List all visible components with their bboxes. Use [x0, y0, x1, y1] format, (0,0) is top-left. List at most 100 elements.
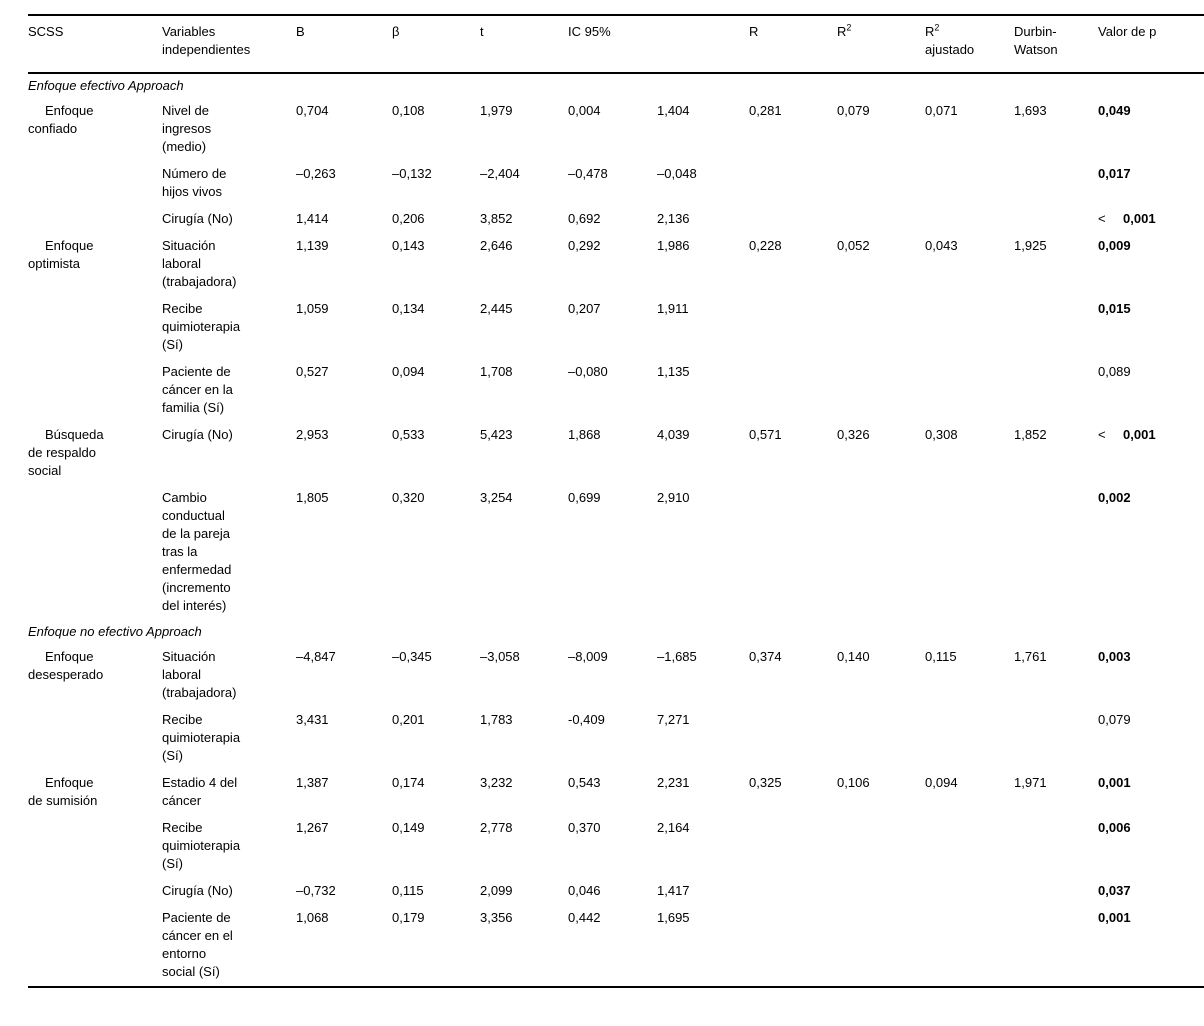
cell-variable: Paciente de cáncer en el entorno social …: [162, 910, 233, 979]
cell-r2: 0,326: [837, 427, 870, 442]
cell-r2a: [925, 485, 1014, 620]
cell-t: 1,783: [480, 712, 513, 727]
cell-t: 5,423: [480, 427, 513, 442]
cell-ic_high: 2,164: [657, 820, 690, 835]
cell-p: <0,001: [1098, 422, 1204, 485]
p-value: 0,006: [1098, 820, 1131, 835]
cell-variable: Recibe quimioterapia (Sí): [162, 820, 241, 871]
cell-b: 3,431: [296, 712, 329, 727]
cell-scss: [28, 206, 162, 233]
cell-p: 0,079: [1098, 707, 1204, 770]
cell-r2: [837, 878, 925, 905]
cell-t: 2,646: [480, 238, 513, 253]
header-row: SCSS Variables independientes B β t IC 9…: [28, 15, 1204, 74]
cell-scss: Enfoque de sumisión: [28, 775, 98, 808]
header-r: R: [749, 15, 838, 74]
less-than-sign: <: [1098, 211, 1106, 226]
cell-ic_high: –1,685: [657, 649, 697, 664]
cell-variable: Estadio 4 del cáncer: [162, 775, 238, 808]
cell-variable: Situación laboral (trabajadora): [162, 649, 237, 700]
cell-ic_low: 0,207: [568, 301, 601, 316]
cell-r2: 0,106: [837, 775, 870, 790]
cell-variable: Cirugía (No): [162, 427, 233, 442]
cell-ic_low: 0,692: [568, 211, 601, 226]
cell-beta: 0,108: [392, 103, 425, 118]
cell-r: [749, 161, 837, 206]
cell-variable: Cirugía (No): [162, 211, 233, 226]
cell-p: 0,089: [1098, 359, 1204, 422]
cell-ic_low: –0,478: [568, 166, 608, 181]
cell-ic_high: 1,986: [657, 238, 690, 253]
table-header: SCSS Variables independientes B β t IC 9…: [28, 15, 1204, 74]
table-row: Enfoque confiado Nivel de ingresos (medio…: [28, 98, 1204, 161]
cell-scss: Enfoque optimista: [28, 238, 94, 271]
cell-p: 0,009: [1098, 233, 1204, 296]
cell-beta: –0,345: [392, 649, 432, 664]
cell-b: –0,732: [296, 883, 336, 898]
cell-r2: [837, 359, 925, 422]
table-row: Paciente de cáncer en el entorno social …: [28, 905, 1204, 987]
cell-b: 1,068: [296, 910, 329, 925]
cell-r2a: 0,094: [925, 775, 958, 790]
cell-scss: [28, 359, 162, 422]
cell-r: [749, 905, 837, 987]
cell-t: 2,778: [480, 820, 513, 835]
cell-r: [749, 359, 837, 422]
cell-scss: [28, 485, 162, 620]
cell-b: 0,704: [296, 103, 329, 118]
cell-r2a: [925, 161, 1014, 206]
cell-beta: –0,132: [392, 166, 432, 181]
cell-ic_low: 0,292: [568, 238, 601, 253]
table-row: Cirugía (No) 1,414 0,206 3,852 0,692 2,136 <0,…: [28, 206, 1204, 233]
p-value: 0,002: [1098, 490, 1131, 505]
cell-r2: [837, 707, 925, 770]
cell-dw: [1014, 485, 1098, 620]
cell-b: 1,387: [296, 775, 329, 790]
cell-t: –3,058: [480, 649, 520, 664]
cell-beta: 0,134: [392, 301, 425, 316]
table-row: Enfoque optimista Situación laboral (trab…: [28, 233, 1204, 296]
cell-b: 1,414: [296, 211, 329, 226]
cell-ic_low: 0,442: [568, 910, 601, 925]
cell-beta: 0,143: [392, 238, 425, 253]
cell-scss: [28, 815, 162, 878]
cell-ic_low: 0,370: [568, 820, 601, 835]
cell-p: 0,049: [1098, 98, 1204, 161]
cell-ic_high: 1,695: [657, 910, 690, 925]
cell-r2a: [925, 815, 1014, 878]
table-row: Recibe quimioterapia (Sí) 3,431 0,201 1,783…: [28, 707, 1204, 770]
cell-r2: [837, 815, 925, 878]
p-value: 0,037: [1098, 883, 1131, 898]
cell-scss: Enfoque desesperado: [28, 649, 104, 682]
cell-r2a: [925, 707, 1014, 770]
cell-r2a: 0,308: [925, 427, 958, 442]
cell-r2: [837, 161, 925, 206]
cell-ic_high: 1,911: [657, 301, 689, 316]
cell-scss: [28, 905, 162, 987]
p-value: 0,015: [1098, 301, 1131, 316]
header-variables: Variables independientes: [162, 15, 296, 74]
p-value: 0,001: [1123, 211, 1156, 226]
cell-beta: 0,206: [392, 211, 425, 226]
cell-beta: 0,149: [392, 820, 425, 835]
table-row: Recibe quimioterapia (Sí) 1,059 0,134 2,445…: [28, 296, 1204, 359]
cell-beta: 0,179: [392, 910, 425, 925]
cell-dw: [1014, 161, 1098, 206]
less-than-sign: <: [1098, 427, 1106, 442]
cell-p: <0,001: [1098, 206, 1204, 233]
p-value: 0,009: [1098, 238, 1131, 253]
cell-b: –0,263: [296, 166, 336, 181]
cell-p: 0,037: [1098, 878, 1204, 905]
cell-r2: [837, 206, 925, 233]
section-label: Enfoque no efectivo Approach: [28, 624, 202, 639]
cell-r: [749, 878, 837, 905]
p-value: 0,049: [1098, 103, 1131, 118]
header-beta: β: [392, 15, 480, 74]
cell-t: 3,254: [480, 490, 513, 505]
cell-r2a: [925, 359, 1014, 422]
cell-ic_low: 0,543: [568, 775, 601, 790]
cell-t: 1,979: [480, 103, 513, 118]
cell-t: 2,099: [480, 883, 513, 898]
table-row: Recibe quimioterapia (Sí) 1,267 0,149 2,778…: [28, 815, 1204, 878]
